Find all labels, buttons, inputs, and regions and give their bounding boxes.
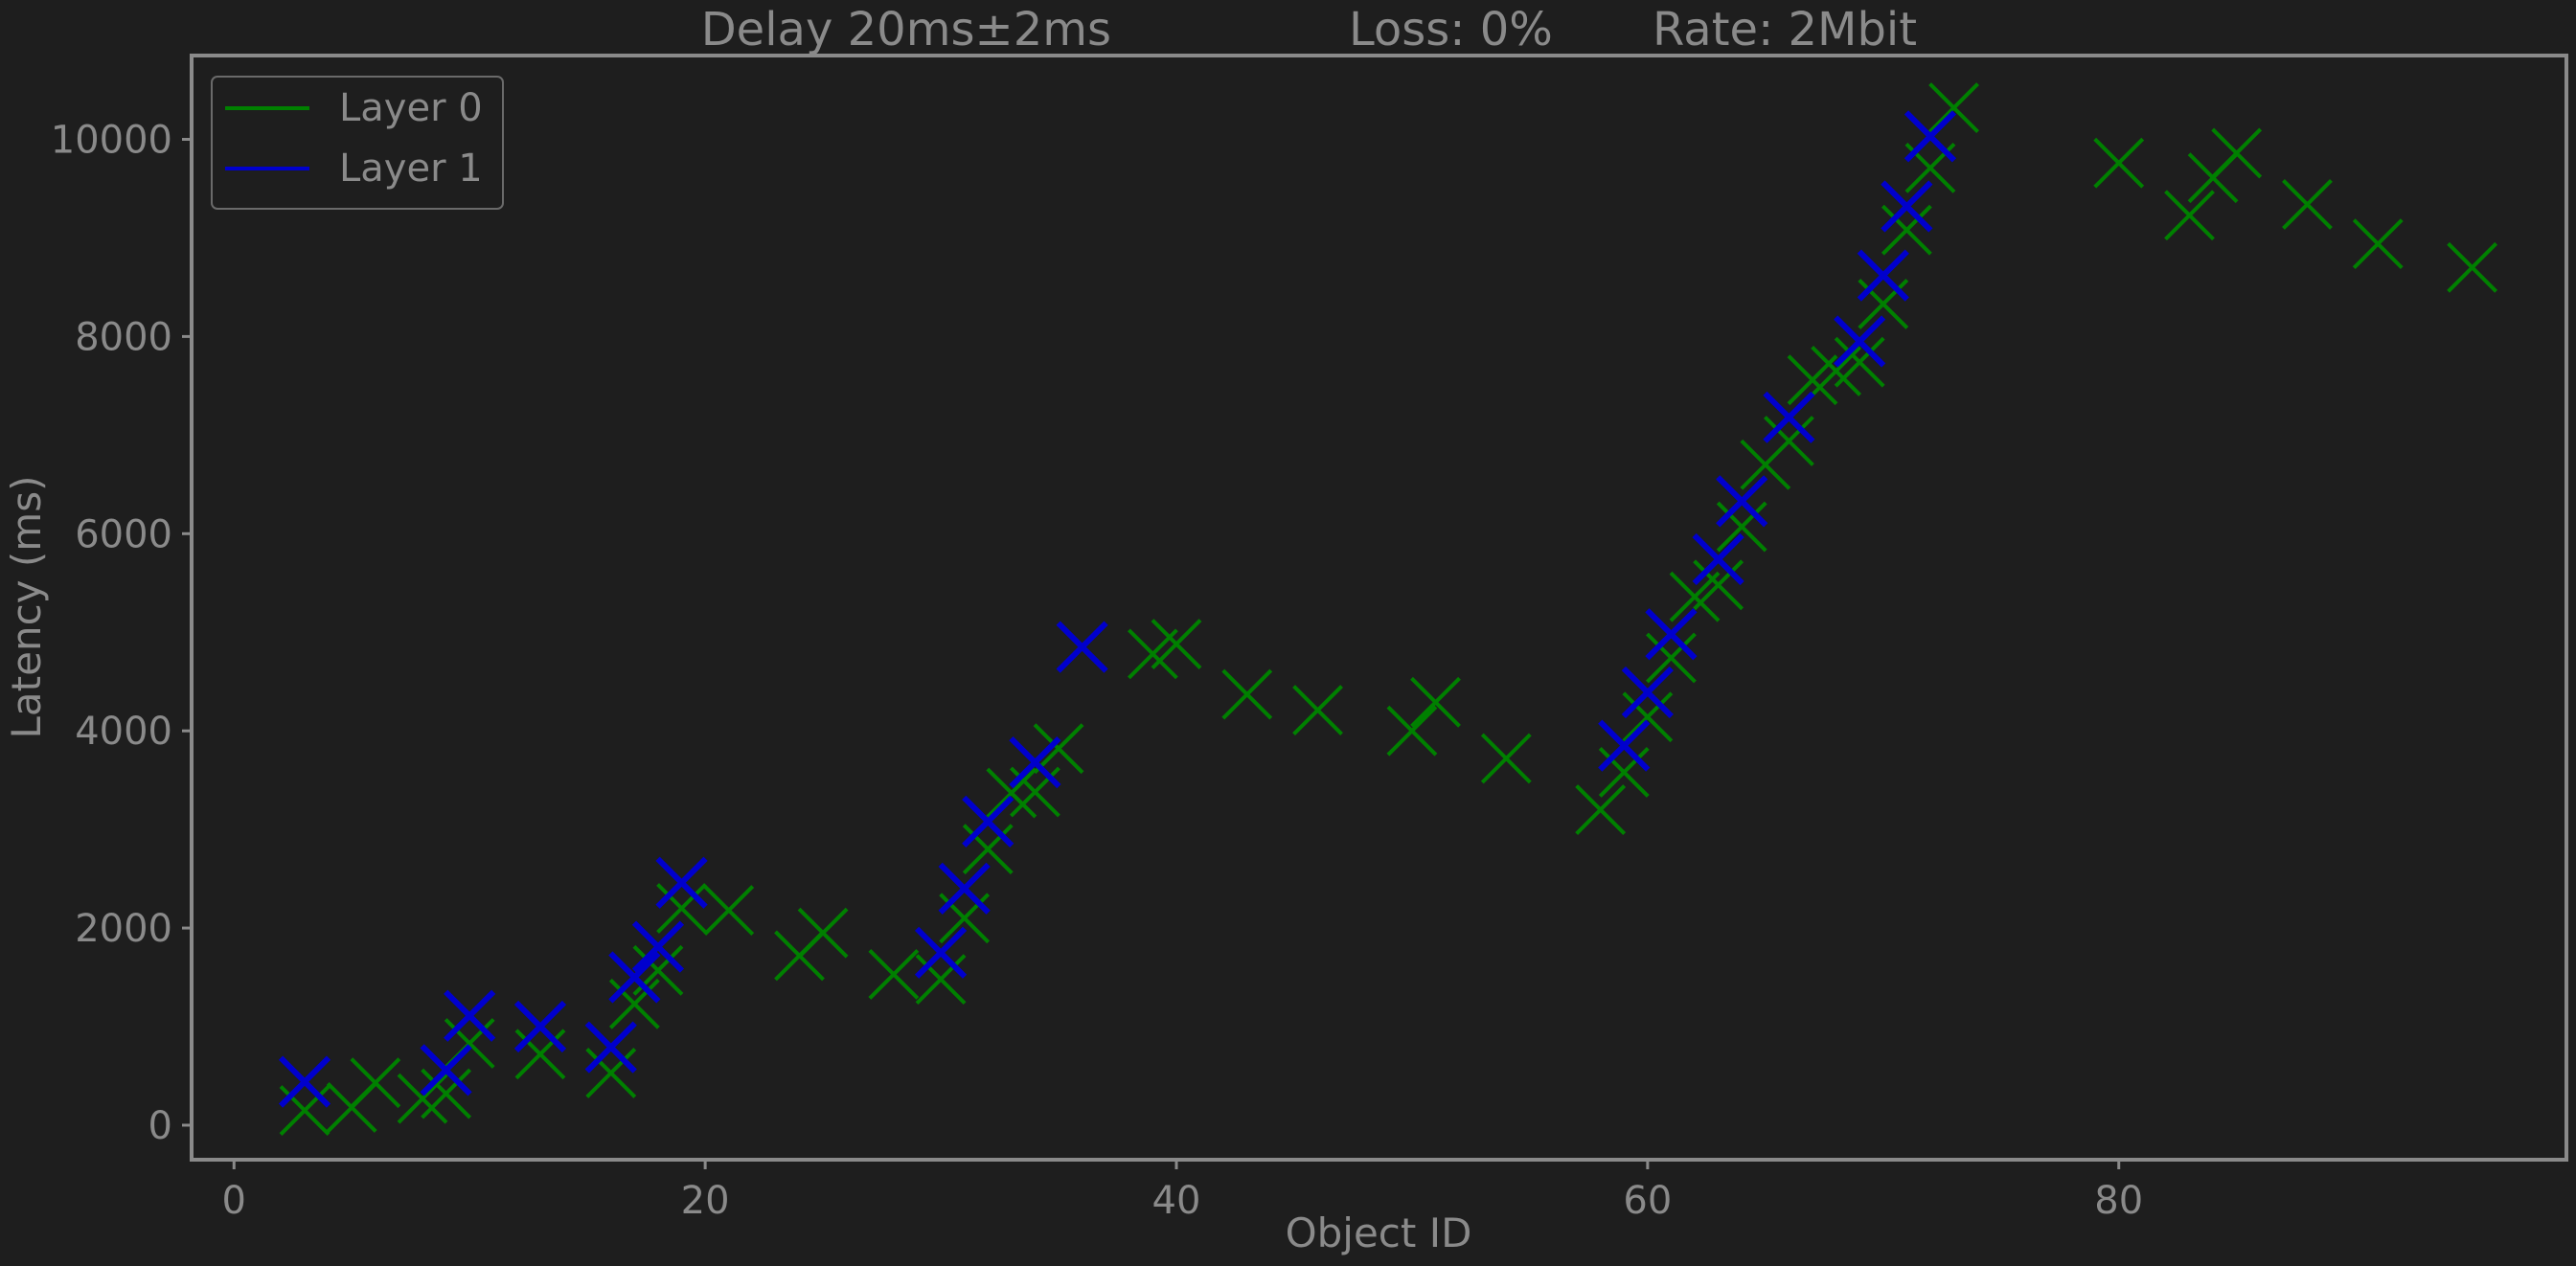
title-loss: Loss: 0%	[1349, 3, 1553, 57]
data-point-layer-0	[1386, 705, 1438, 757]
data-point-layer-1	[631, 920, 685, 973]
data-point-layer-0	[1151, 619, 1202, 670]
data-point-layer-1	[655, 856, 708, 909]
series-layer-0	[279, 82, 2498, 1136]
data-point-layer-1	[608, 951, 661, 1004]
data-point-layer-1	[1056, 621, 1108, 673]
data-point-layer-0	[703, 885, 755, 936]
data-point-layer-1	[1692, 532, 1744, 586]
data-point-layer-0	[2211, 127, 2263, 179]
title-delay: Delay 20ms±2ms	[701, 3, 1111, 57]
data-point-layer-0	[1764, 416, 1814, 466]
data-point-layer-1	[1645, 608, 1698, 661]
data-point-layer-0	[2164, 190, 2215, 241]
data-point-layer-0	[1292, 685, 1343, 735]
data-point-layer-0	[1928, 82, 1979, 133]
x-tick-label: 40	[1152, 1179, 1201, 1223]
data-point-layer-1	[1763, 391, 1815, 443]
data-point-layer-0	[1622, 691, 1674, 743]
data-point-layer-0	[1716, 501, 1767, 553]
series-layer-1	[278, 110, 1957, 1108]
data-point-layer-1	[1904, 110, 1957, 163]
y-axis-ticks: 0 2000 4000 6000 8000 10000	[51, 119, 192, 1148]
data-point-layer-1	[1598, 719, 1651, 772]
data-point-layer-0	[1693, 559, 1744, 611]
y-tick-label: 0	[148, 1104, 172, 1148]
data-point-layer-0	[1598, 747, 1650, 798]
plot-frame	[190, 54, 2568, 1162]
data-point-layer-0	[350, 1057, 401, 1109]
data-point-layer-1	[1881, 180, 1933, 233]
data-point-layer-1	[938, 862, 991, 916]
data-point-layer-0	[421, 1068, 472, 1119]
data-point-layer-0	[2282, 179, 2333, 230]
data-point-layer-1	[1716, 475, 1768, 528]
data-point-layer-0	[1410, 676, 1461, 728]
data-point-layer-1	[278, 1055, 331, 1108]
data-point-layer-1	[962, 795, 1014, 848]
data-point-layer-0	[514, 1029, 566, 1080]
data-point-layer-0	[2447, 241, 2498, 293]
y-axis-label: Latency (ms)	[3, 476, 50, 739]
data-point-layer-0	[868, 949, 920, 1000]
y-tick-label: 10000	[51, 119, 172, 163]
data-point-layer-0	[1669, 571, 1721, 622]
data-point-layer-1	[1857, 249, 1909, 302]
data-point-layer-0	[1480, 733, 1532, 784]
data-point-layer-1	[1621, 666, 1674, 719]
data-point-layer-0	[962, 824, 1014, 875]
x-tick-label: 60	[1623, 1179, 1672, 1223]
data-point-layer-0	[797, 907, 849, 959]
data-point-layer-1	[584, 1021, 637, 1074]
data-point-layer-0	[1646, 632, 1697, 684]
data-point-layer-0	[1575, 784, 1627, 835]
y-tick-label: 2000	[75, 907, 172, 951]
data-point-layer-1	[420, 1044, 472, 1096]
y-tick-label: 4000	[75, 710, 172, 754]
x-tick-label: 0	[222, 1179, 246, 1223]
data-point-layer-0	[608, 978, 660, 1029]
data-point-layer-0	[397, 1073, 448, 1124]
data-point-layer-1	[914, 926, 968, 979]
data-point-layer-0	[656, 883, 707, 934]
data-point-layer-0	[1033, 723, 1084, 775]
data-point-layer-1	[513, 1000, 567, 1053]
data-point-layer-1	[1009, 736, 1061, 789]
data-point-layer-0	[1221, 668, 1273, 720]
data-point-layer-0	[585, 1047, 637, 1098]
data-point-layer-0	[915, 954, 967, 1006]
data-point-layer-1	[1834, 315, 1886, 368]
y-tick-label: 8000	[75, 315, 172, 359]
data-point-layer-0	[279, 1085, 331, 1136]
title-rate: Rate: 2Mbit	[1653, 3, 1917, 57]
x-axis-label: Object ID	[1286, 1209, 1472, 1256]
data-point-layer-0	[1834, 336, 1885, 388]
data-points	[278, 82, 2498, 1136]
data-point-layer-0	[2352, 218, 2404, 270]
x-tick-label: 80	[2094, 1179, 2143, 1223]
legend: Layer 0 Layer 1	[211, 76, 504, 210]
y-tick-label: 6000	[75, 512, 172, 556]
chart-title: Delay 20ms±2ms Loss: 0% Rate: 2Mbit	[701, 3, 1917, 57]
legend-label-layer-0: Layer 0	[339, 86, 483, 130]
x-tick-label: 20	[681, 1179, 730, 1223]
x-axis-ticks: 0 20 40 60 80	[222, 1160, 2143, 1223]
data-point-layer-1	[444, 989, 496, 1042]
legend-label-layer-1: Layer 1	[339, 147, 483, 191]
data-point-layer-0	[1881, 204, 1932, 256]
data-point-layer-0	[2093, 137, 2145, 189]
data-point-layer-0	[986, 767, 1037, 819]
